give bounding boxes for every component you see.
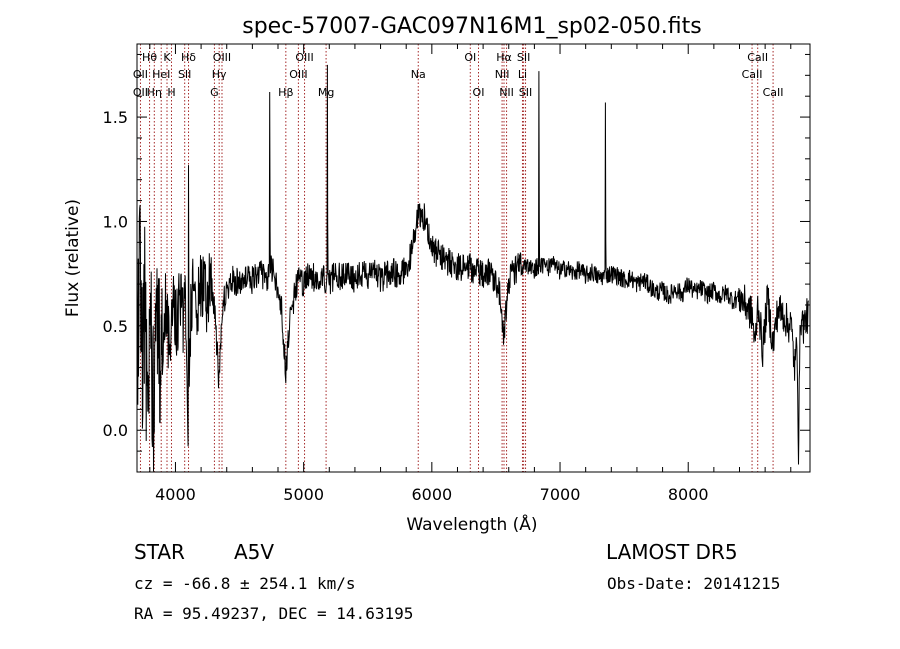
y-tick-label: 1.0 — [103, 212, 128, 231]
line-marker-label: HeI — [152, 68, 170, 81]
obs-date-text: Obs-Date: 20141215 — [607, 574, 780, 593]
line-marker-label: Na — [411, 68, 426, 81]
x-tick-label: 8000 — [668, 485, 709, 504]
line-marker-label: CaII — [763, 86, 784, 99]
x-axis-label: Wavelength (Å) — [406, 513, 537, 535]
line-marker-label: Hθ — [142, 51, 157, 64]
line-marker-label: G — [210, 86, 219, 99]
line-marker-label: OI — [464, 51, 476, 64]
line-marker-label: Hγ — [212, 68, 227, 81]
line-marker-label: OIII — [213, 51, 231, 64]
line-marker-label: H — [167, 86, 175, 99]
survey-name: LAMOST DR5 — [606, 540, 738, 564]
x-tick-label: 6000 — [411, 485, 452, 504]
line-marker-label: NII — [495, 68, 510, 81]
line-marker-label: SII — [519, 86, 532, 99]
line-marker-label: OII — [133, 68, 148, 81]
line-marker-label: OIII — [289, 68, 307, 81]
y-tick-label: 1.5 — [103, 108, 128, 127]
object-class: STAR — [134, 540, 185, 564]
line-marker-label: OI — [473, 86, 485, 99]
line-marker-label: OIII — [295, 51, 313, 64]
x-axis: 4000 5000 6000 7000 8000 — [149, 44, 792, 504]
y-tick-label: 0.0 — [103, 421, 128, 440]
y-tick-label: 0.5 — [103, 317, 128, 336]
chart-title: spec-57007-GAC097N16M1_sp02-050.fits — [242, 14, 702, 39]
line-marker-label: Hβ — [278, 86, 293, 99]
line-marker-label: CaII — [747, 51, 768, 64]
spectrum-group — [136, 64, 809, 472]
line-marker-label: K — [163, 51, 171, 64]
spectrum-line — [136, 64, 809, 472]
line-marker-label: SII — [517, 51, 530, 64]
line-marker-labels: OIIOIIHθHηHeIKHSIIHδGHγOIIIHβOIIIOIIIMgN… — [133, 51, 784, 99]
x-tick-label: 7000 — [540, 485, 581, 504]
y-axis: 0.0 0.5 1.0 1.5 — [103, 53, 810, 452]
line-marker-label: Hδ — [181, 51, 196, 64]
line-markers — [139, 44, 774, 472]
line-marker-label: SII — [178, 68, 191, 81]
plot-frame — [136, 43, 811, 473]
coordinates-text: RA = 95.49237, DEC = 14.63195 — [134, 604, 413, 623]
x-tick-label: 4000 — [155, 485, 196, 504]
line-marker-label: Hη — [147, 86, 162, 99]
redshift-text: cz = -66.8 ± 254.1 km/s — [134, 574, 356, 593]
line-marker-label: CaII — [742, 68, 763, 81]
line-marker-label: Mg — [318, 86, 334, 99]
line-marker-label: Li — [518, 68, 527, 81]
object-subclass: A5V — [234, 540, 274, 564]
line-marker-label: Hα — [496, 51, 512, 64]
line-marker-label: NII — [499, 86, 514, 99]
y-axis-label: Flux (relative) — [63, 199, 83, 317]
x-tick-label: 5000 — [283, 485, 324, 504]
